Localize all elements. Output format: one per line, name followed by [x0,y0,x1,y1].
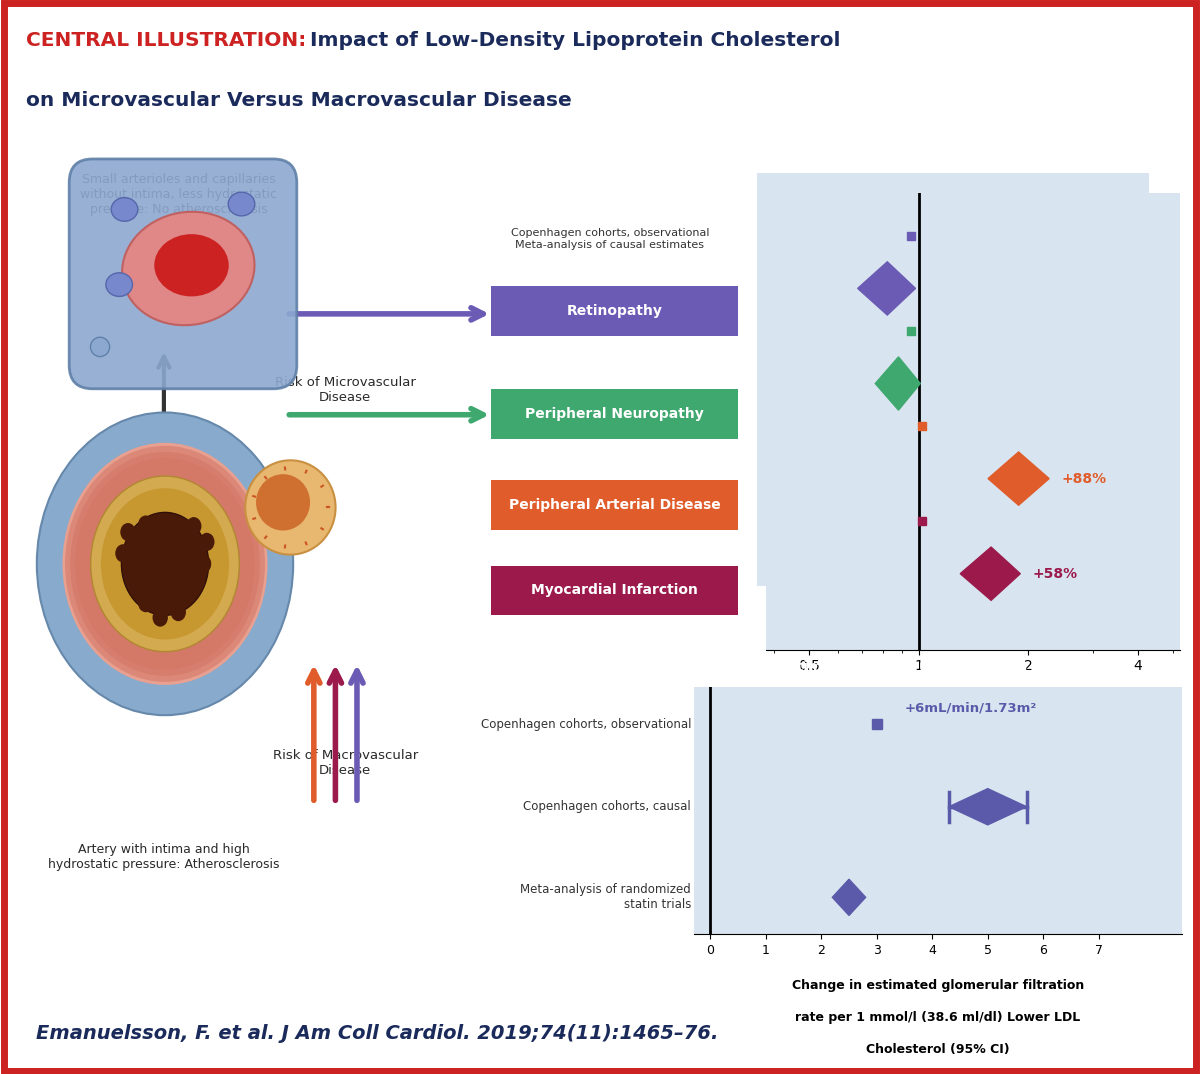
Text: Copenhagen cohorts, causal: Copenhagen cohorts, causal [523,800,691,813]
Circle shape [256,474,310,531]
Circle shape [62,442,268,685]
Polygon shape [960,547,1020,600]
Ellipse shape [106,273,132,296]
Circle shape [186,517,202,535]
Circle shape [65,446,265,682]
FancyBboxPatch shape [491,389,738,439]
Bar [757,173,1148,586]
Ellipse shape [155,234,229,296]
Circle shape [115,545,131,563]
Circle shape [91,476,239,652]
Circle shape [186,569,202,587]
Circle shape [152,609,168,626]
Text: Retinopathy: Retinopathy [566,304,662,318]
Text: Risk of Macrovascular
Disease: Risk of Macrovascular Disease [272,749,418,777]
Text: +58%: +58% [1032,567,1078,581]
Polygon shape [949,788,1026,825]
Circle shape [101,489,229,639]
FancyBboxPatch shape [491,566,738,615]
Circle shape [120,523,136,541]
Text: rate per 1 mmol/l (38.6 ml/dl) Lower LDL: rate per 1 mmol/l (38.6 ml/dl) Lower LDL [796,1011,1080,1024]
Text: Change in estimated glomerular filtration: Change in estimated glomerular filtratio… [792,978,1084,991]
Circle shape [170,603,186,621]
Text: Small arterioles and capillaries
without intima, less hydrostatic
pressure: No a: Small arterioles and capillaries without… [80,173,277,216]
Circle shape [138,516,154,534]
Circle shape [196,555,211,572]
Text: Cholesterol (95% CI): Cholesterol (95% CI) [866,1043,1009,1056]
Circle shape [168,517,184,535]
Polygon shape [988,452,1049,505]
Text: Copenhagen cohorts, observational: Copenhagen cohorts, observational [481,717,691,731]
Text: Meta-analysis of randomized
statin trials: Meta-analysis of randomized statin trial… [521,883,691,912]
Text: LDL Cholesterol: LDL Cholesterol [90,502,238,520]
Circle shape [138,594,154,612]
Text: Peripheral Neuropathy: Peripheral Neuropathy [526,407,704,421]
Text: Artery with intima and high
hydrostatic pressure: Atherosclerosis: Artery with intima and high hydrostatic … [48,843,280,871]
Text: Risk Ratio  Per 1 mmol/l (38.6 ml/dl): Risk Ratio Per 1 mmol/l (38.6 ml/dl) [859,722,1086,735]
Text: Myocardial Infarction: Myocardial Infarction [532,583,698,597]
Polygon shape [858,262,916,315]
Text: Estimated Glomerular Filtration Rate: Estimated Glomerular Filtration Rate [779,661,1069,674]
Ellipse shape [228,192,254,216]
Text: Copenhagen cohorts, observational
Meta-analysis of causal estimates: Copenhagen cohorts, observational Meta-a… [510,228,709,250]
Circle shape [121,512,209,615]
Circle shape [37,412,293,715]
Circle shape [196,555,211,572]
Text: on Microvascular Versus Macrovascular Disease: on Microvascular Versus Macrovascular Di… [26,91,572,110]
Circle shape [180,584,196,603]
Text: Emanuelsson, F. et al. J Am Coll Cardiol. 2019;74(11):1465–76.: Emanuelsson, F. et al. J Am Coll Cardiol… [36,1025,718,1043]
Text: Impact of Low-Density Lipoprotein Cholesterol: Impact of Low-Density Lipoprotein Choles… [302,31,840,49]
Circle shape [245,461,336,554]
Circle shape [70,452,260,676]
FancyBboxPatch shape [59,481,269,533]
Circle shape [124,563,139,581]
Text: Risk of Microvascular
Disease: Risk of Microvascular Disease [275,376,415,404]
FancyBboxPatch shape [70,159,296,389]
FancyBboxPatch shape [491,480,738,529]
Text: Higher LDL Cholesterol (95% CI): Higher LDL Cholesterol (95% CI) [871,758,1074,771]
Text: +6mL/min/1.73m²: +6mL/min/1.73m² [905,701,1037,714]
Circle shape [154,519,169,536]
Circle shape [76,458,254,670]
Text: CENTRAL ILLUSTRATION:: CENTRAL ILLUSTRATION: [26,31,306,49]
FancyBboxPatch shape [491,287,738,336]
Ellipse shape [90,337,109,357]
Circle shape [199,533,215,551]
Ellipse shape [112,198,138,221]
Text: Peripheral Arterial Disease: Peripheral Arterial Disease [509,497,720,511]
Circle shape [132,577,148,595]
Polygon shape [833,880,865,915]
Polygon shape [875,357,920,410]
Ellipse shape [122,212,254,325]
Text: +88%: +88% [1061,471,1106,485]
